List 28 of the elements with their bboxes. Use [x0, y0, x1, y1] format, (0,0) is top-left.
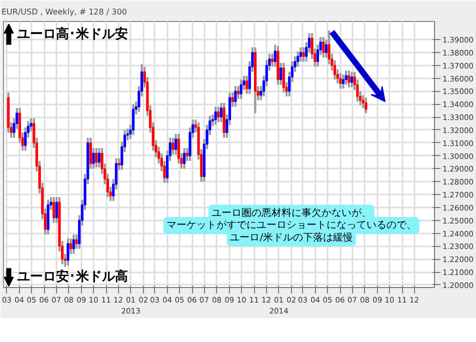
- candlestick: [66, 237, 70, 267]
- candlestick: [350, 70, 354, 88]
- candlestick: [72, 234, 75, 255]
- candlestick: [95, 147, 98, 168]
- candlestick: [344, 70, 348, 86]
- annotation: マーケットがすでにユーロショートになっているので、: [166, 220, 416, 232]
- candlestick: [234, 85, 237, 108]
- candlestick: [339, 72, 342, 90]
- annotation: ユーロ/米ドルの下落は緩慢: [230, 231, 354, 244]
- candlestick: [299, 46, 302, 63]
- candlestick: [214, 106, 217, 126]
- candlestick: [362, 94, 364, 110]
- candlestick: [296, 50, 300, 68]
- annotation: ユーロ高･米ドル安: [16, 26, 128, 42]
- candlestick: [177, 132, 180, 165]
- candlestick: [183, 147, 186, 170]
- candlestick: [52, 196, 56, 224]
- chart-title: EUR/USD , Weekly, # 128 / 300: [2, 8, 127, 16]
- candlestick: [240, 78, 242, 100]
- candlestick: [322, 36, 325, 59]
- candlestick: [364, 96, 368, 114]
- candlestick: [132, 103, 135, 136]
- candlestick: [217, 106, 220, 124]
- candlestick: [348, 70, 350, 88]
- annotation: ユーロ安･米ドル高: [16, 268, 128, 285]
- candlestick: [302, 46, 305, 63]
- candlestick: [282, 62, 285, 94]
- candlestick: [342, 73, 345, 90]
